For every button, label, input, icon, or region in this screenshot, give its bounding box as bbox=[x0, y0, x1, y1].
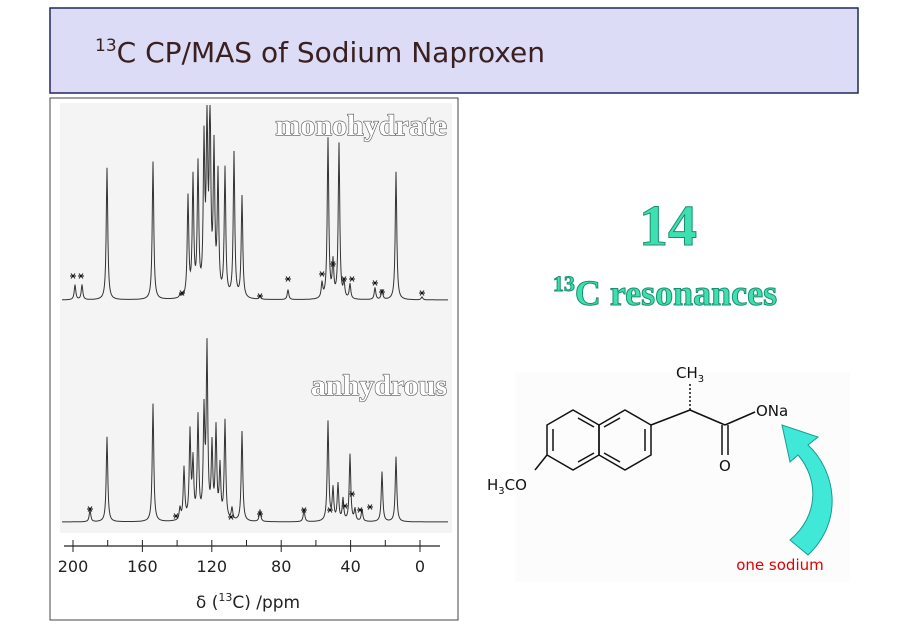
ch3-sub: 3 bbox=[698, 374, 704, 385]
molecule bbox=[534, 382, 756, 471]
ona: ONa bbox=[756, 402, 788, 420]
spinning-sideband bbox=[78, 273, 84, 279]
spinning-sideband bbox=[367, 504, 373, 510]
h3co-pre: H bbox=[487, 476, 498, 494]
spinning-sideband bbox=[357, 507, 363, 513]
spinning-sideband bbox=[285, 276, 291, 282]
resonances-sup: 13 bbox=[553, 271, 575, 296]
axis-label-pre: δ ( bbox=[196, 593, 218, 613]
h3co-post: CO bbox=[505, 476, 527, 494]
spinning-sideband bbox=[342, 503, 348, 509]
resonances-text: C resonances bbox=[575, 273, 777, 313]
axis-label: δ (13C) /ppm bbox=[196, 591, 300, 613]
spinning-sideband bbox=[257, 511, 263, 517]
axis-label-post: C) /ppm bbox=[232, 593, 300, 613]
ch3: CH3 bbox=[676, 364, 704, 385]
molecule-bg bbox=[515, 372, 850, 582]
spinning-sideband bbox=[349, 491, 355, 497]
count: 14 bbox=[639, 193, 697, 258]
arrow bbox=[781, 424, 833, 556]
tick-label: 40 bbox=[340, 557, 360, 576]
carbonyl-o: O bbox=[719, 457, 731, 475]
ch3-text: CH bbox=[676, 364, 698, 382]
title-text: C CP/MAS of Sodium Naproxen bbox=[117, 36, 545, 69]
spinning-sideband bbox=[319, 271, 325, 277]
spinning-sideband bbox=[327, 507, 333, 513]
spinning-sideband bbox=[70, 273, 76, 279]
title-sup: 13 bbox=[95, 36, 117, 56]
spectrum-bg bbox=[60, 103, 452, 533]
resonances: 13C resonances bbox=[553, 271, 777, 313]
spinning-sideband bbox=[330, 261, 336, 267]
spectrum-trace bbox=[62, 338, 448, 523]
spectrum-label: monohydrate bbox=[275, 109, 447, 142]
slide-title: 13C CP/MAS of Sodium Naproxen bbox=[95, 36, 545, 69]
title-box bbox=[49, 7, 859, 94]
axis-label-sup: 13 bbox=[218, 591, 232, 604]
spinning-sideband bbox=[372, 280, 378, 286]
spinning-sideband bbox=[179, 290, 185, 296]
spinning-sideband bbox=[349, 276, 355, 282]
spinning-sideband bbox=[87, 506, 93, 512]
spectrum-label: anhydrous bbox=[311, 369, 447, 402]
tick-label: 80 bbox=[271, 557, 291, 576]
h3co-sub: 3 bbox=[498, 486, 504, 497]
h3co: H3CO bbox=[487, 476, 527, 497]
tick-label: 200 bbox=[58, 557, 89, 576]
note: one sodium bbox=[736, 556, 823, 574]
spectrum-trace bbox=[62, 104, 448, 301]
spinning-sideband bbox=[301, 507, 307, 513]
spinning-sideband bbox=[228, 514, 234, 520]
spinning-sideband bbox=[173, 513, 179, 519]
spinning-sideband bbox=[257, 293, 263, 299]
tick-label: 120 bbox=[197, 557, 228, 576]
spinning-sideband bbox=[379, 289, 385, 295]
spinning-sideband bbox=[341, 276, 347, 282]
tick-label: 160 bbox=[127, 557, 158, 576]
spinning-sideband bbox=[419, 290, 425, 296]
tick-label: 0 bbox=[415, 557, 425, 576]
